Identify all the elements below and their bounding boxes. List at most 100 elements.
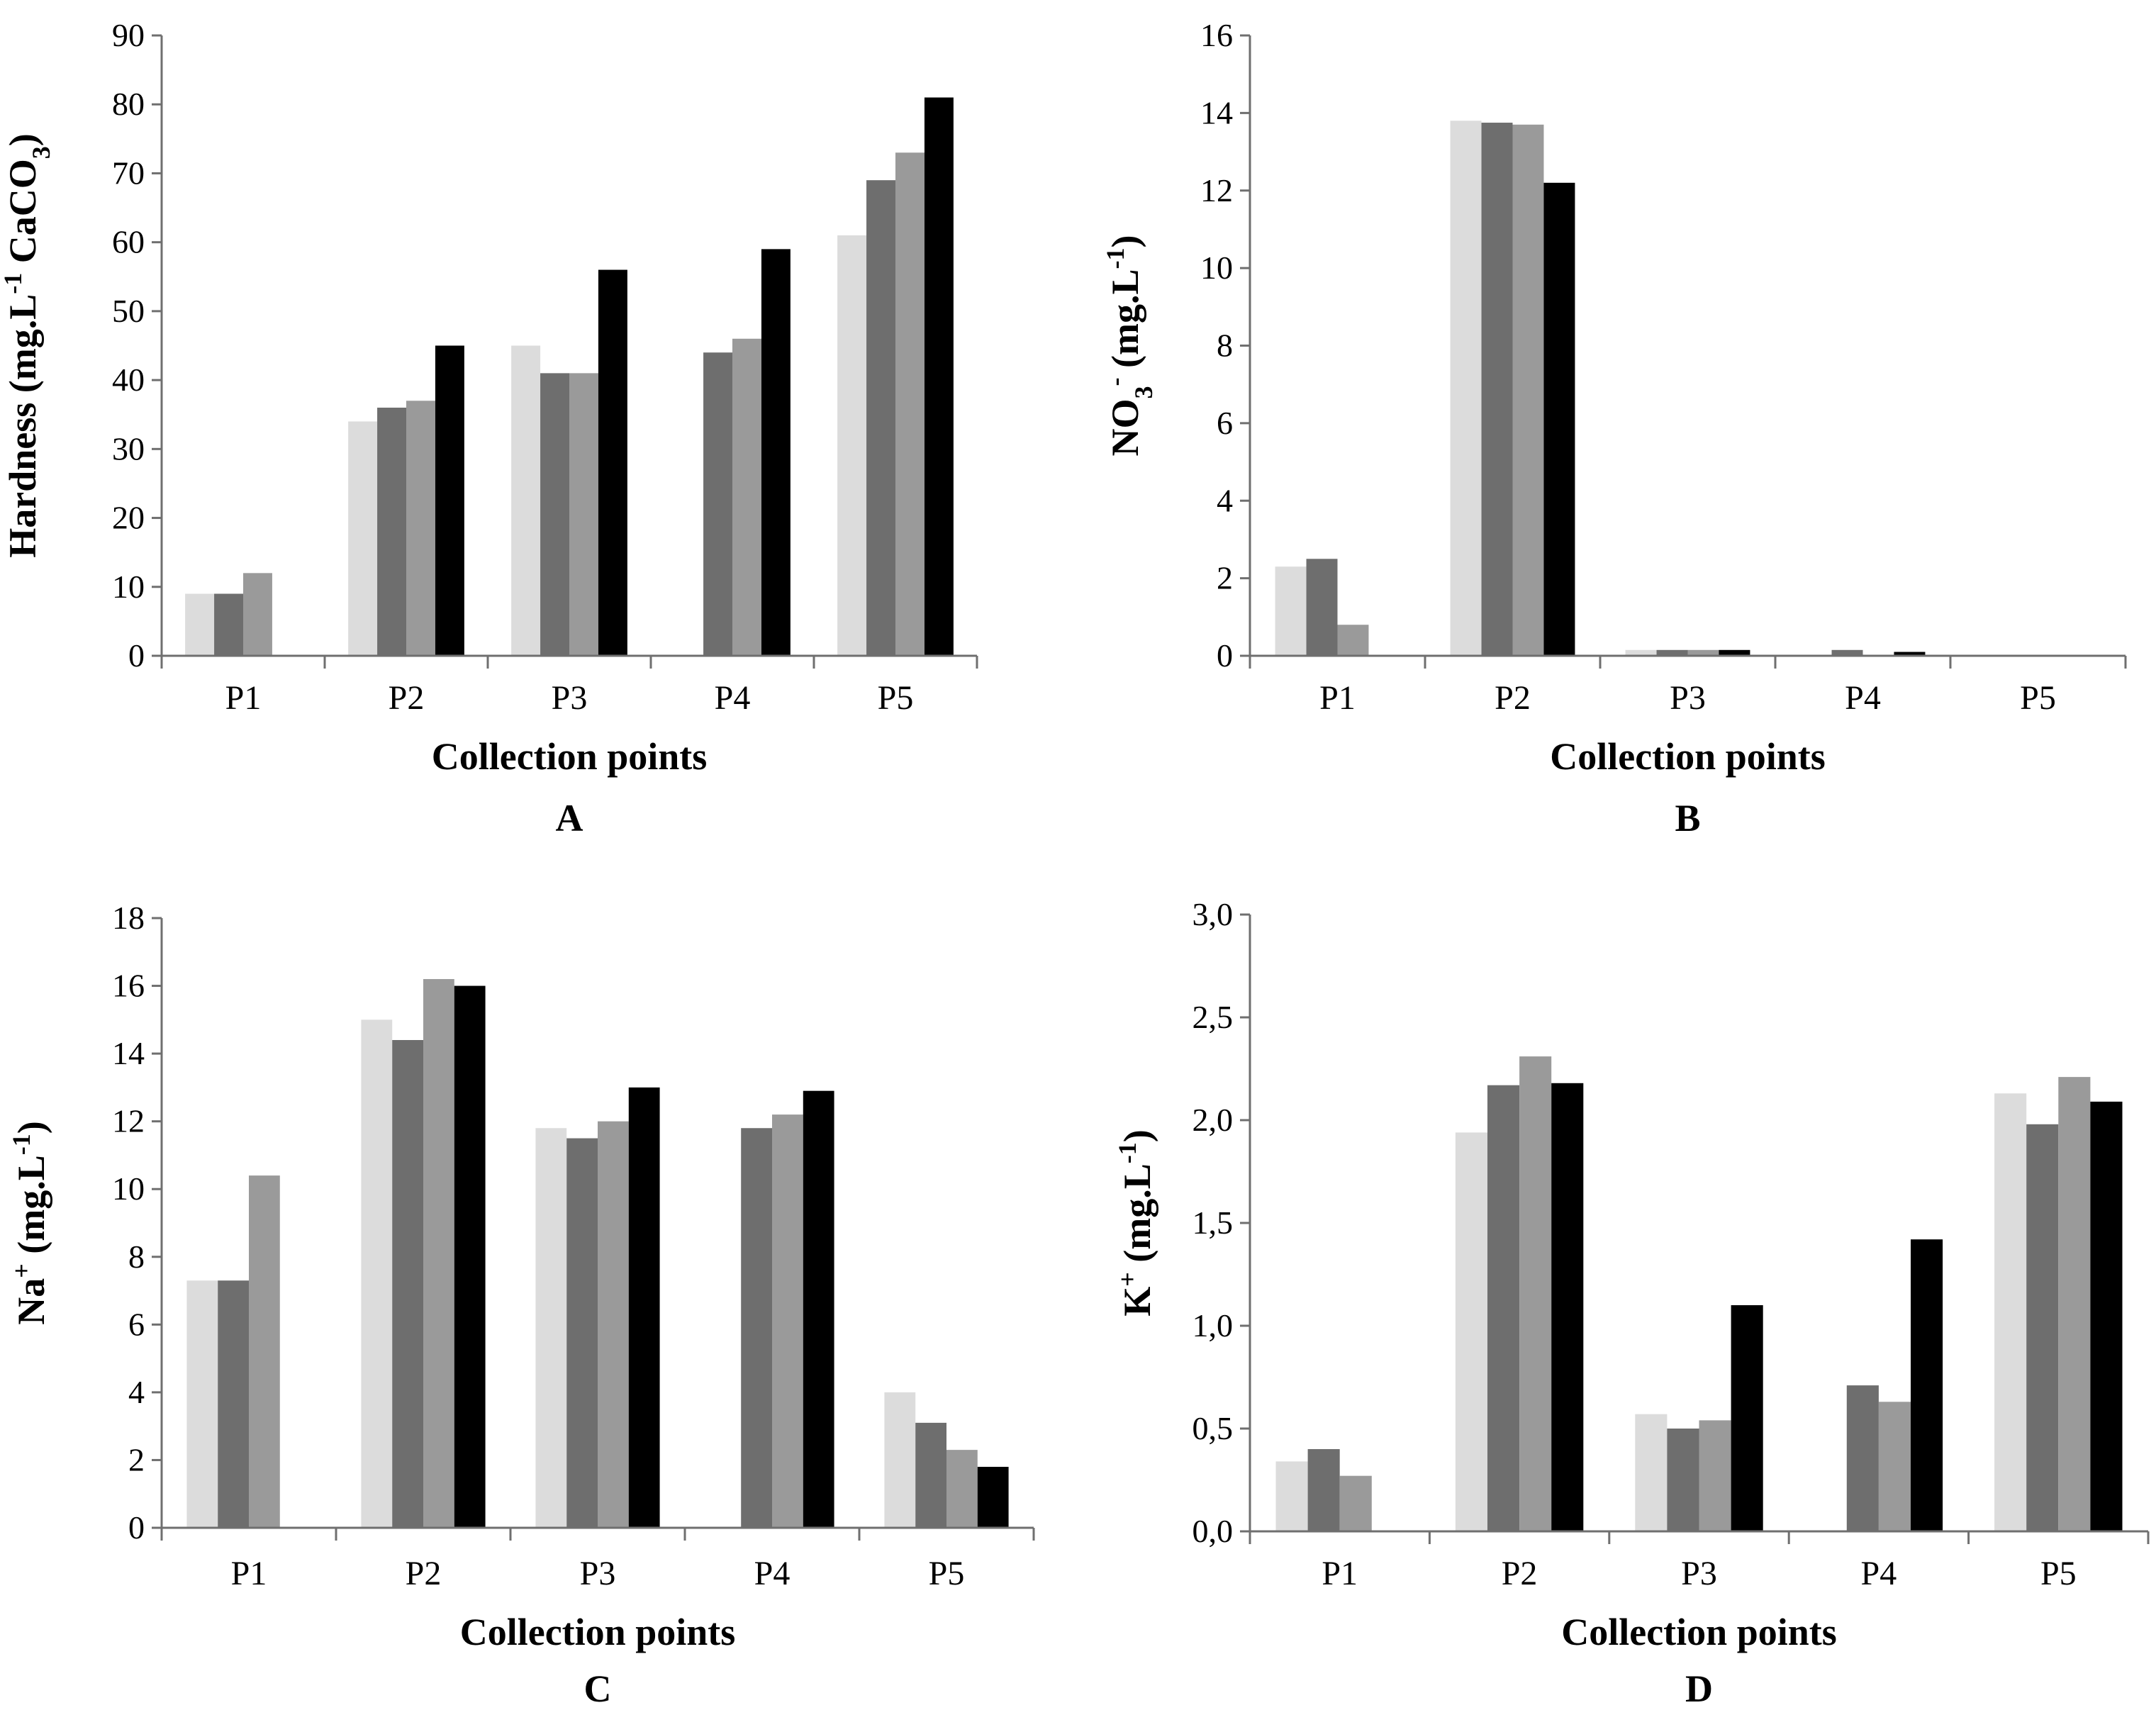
bar-p3-series-3: [1699, 1420, 1731, 1531]
bar-p2-series-2: [392, 1040, 423, 1528]
x-tick-label: P1: [1322, 1555, 1358, 1592]
bar-p5-series-1: [1994, 1093, 2027, 1531]
panel-label: A: [556, 797, 583, 839]
bar-p2-series-3: [406, 401, 435, 656]
chart-panel-d: 0,0 0,5 1,0 1,5 2,0 2,5 3,0 P1 P2 P3 P4 P5 Collectio…: [1113, 896, 2150, 1710]
y-tick-label: 80: [112, 86, 145, 122]
y-tick-label: 12: [112, 1103, 145, 1139]
y-tick-label: 6: [1217, 405, 1233, 441]
bar-p4-series-4: [1911, 1239, 1943, 1531]
y-tick-label: 2: [1217, 560, 1233, 596]
y-tick-label: 3,0: [1192, 896, 1234, 932]
y-tick-label: 0,0: [1192, 1513, 1234, 1549]
bar-p3-series-4: [1719, 649, 1750, 656]
bar-p5-series-1: [884, 1392, 916, 1528]
y-axis-title: NO3- (mg.L-1): [1101, 235, 1158, 457]
x-tick-label: P3: [1681, 1555, 1717, 1592]
y-tick-label: 12: [1200, 172, 1233, 208]
chart-panel-a: 0 10 20 30 40 50 60 70 80 90 P1 P2 P3 P4 P5 Collection …: [0, 17, 978, 839]
bar-p5-series-4: [977, 1467, 1009, 1528]
bar-p1-series-3: [1339, 1475, 1372, 1531]
bar-p3-series-2: [1667, 1429, 1699, 1531]
x-tick-label: P4: [715, 679, 751, 717]
bar-p4-series-3: [1878, 1402, 1911, 1531]
bar-p2-series-1: [1455, 1132, 1487, 1531]
bar-p3-series-4: [1731, 1305, 1763, 1531]
y-tick-label: 90: [112, 17, 145, 53]
x-axis-title: Collection points: [1550, 735, 1826, 778]
y-tick-label: 0: [128, 1509, 145, 1546]
y-axis-title: Na+ (mg.L-1): [7, 1121, 52, 1324]
bar-p3-series-3: [598, 1121, 629, 1528]
bar-p3-series-2: [540, 373, 569, 656]
x-tick-label: P5: [929, 1555, 965, 1592]
x-tick-label: P4: [1845, 679, 1881, 717]
y-tick-label: 2,0: [1192, 1102, 1234, 1138]
bar-p1-series-1: [1275, 1461, 1308, 1531]
y-tick-label: 40: [112, 362, 145, 398]
x-tick-label: P2: [389, 679, 425, 717]
bar-p2-series-1: [1450, 121, 1482, 656]
bar-p5-series-3: [946, 1450, 978, 1528]
bar-p1-series-3: [243, 573, 272, 656]
bar-p1-series-1: [186, 1280, 218, 1528]
panel-label: D: [1685, 1667, 1713, 1710]
bar-p3-series-1: [511, 345, 541, 656]
bar-p2-series-2: [1481, 123, 1513, 656]
x-axis-title: Collection points: [432, 735, 708, 778]
y-tick-label: 6: [128, 1306, 145, 1342]
y-tick-label: 10: [1200, 250, 1233, 286]
y-tick-label: 1,0: [1192, 1307, 1234, 1343]
y-tick-label: 60: [112, 224, 145, 260]
bar-p2-series-2: [377, 408, 406, 656]
bar-p2-series-4: [454, 985, 486, 1528]
bar-p3-series-4: [628, 1087, 660, 1528]
bar-p1-series-2: [1307, 1449, 1340, 1531]
bar-p5-series-1: [837, 235, 867, 656]
x-axis-title: Collection points: [1561, 1611, 1837, 1653]
x-tick-label: P2: [1495, 679, 1531, 717]
y-tick-label: 0: [1217, 637, 1233, 674]
bar-p3-series-2: [566, 1138, 598, 1528]
x-tick-label: P3: [1670, 679, 1706, 717]
y-tick-label: 14: [1200, 94, 1233, 130]
y-tick-label: 70: [112, 155, 145, 191]
bar-p1-series-2: [214, 593, 243, 656]
bar-p1-series-2: [218, 1280, 249, 1528]
bar-p2-series-1: [348, 421, 378, 656]
y-tick-label: 1,5: [1192, 1205, 1234, 1241]
y-tick-label: 30: [112, 430, 145, 466]
y-tick-label: 16: [1200, 17, 1233, 53]
bar-p4-series-3: [772, 1114, 803, 1528]
bar-p5-series-4: [2090, 1101, 2123, 1531]
chart-panel-b: 0 2 4 6 8 10 12 14 16 P1 P2 P3 P4 P5 Collection points…: [1101, 17, 2127, 839]
y-tick-label: 8: [128, 1239, 145, 1275]
y-tick-label: 18: [112, 900, 145, 936]
x-tick-label: P5: [2020, 679, 2056, 717]
y-tick-label: 4: [128, 1374, 145, 1410]
x-tick-label: P5: [878, 679, 914, 717]
bar-p2-series-3: [1519, 1056, 1552, 1531]
y-tick-label: 14: [112, 1035, 145, 1071]
bar-p2-series-1: [361, 1019, 393, 1528]
bar-p4-series-4: [1894, 652, 1926, 656]
x-tick-label: P1: [231, 1555, 267, 1592]
bar-p5-series-4: [924, 97, 954, 656]
bar-p1-series-1: [185, 593, 215, 656]
bar-p4-series-2: [703, 352, 732, 656]
bar-p4-series-3: [732, 338, 761, 656]
y-axis-title: Hardness (mg.L-1 CaCO3): [0, 133, 55, 558]
y-tick-label: 2,5: [1192, 999, 1234, 1035]
x-tick-label: P1: [1319, 679, 1356, 717]
x-tick-label: P3: [580, 1555, 616, 1592]
x-tick-label: P1: [225, 679, 262, 717]
bar-p1-series-1: [1275, 566, 1307, 656]
y-tick-label: 50: [112, 293, 145, 329]
bar-p5-series-2: [866, 180, 895, 656]
x-tick-label: P4: [1861, 1555, 1897, 1592]
panel-label: C: [584, 1667, 612, 1710]
bar-p2-series-3: [1512, 124, 1544, 656]
bar-p2-series-4: [435, 345, 464, 656]
x-tick-label: P2: [406, 1555, 442, 1592]
